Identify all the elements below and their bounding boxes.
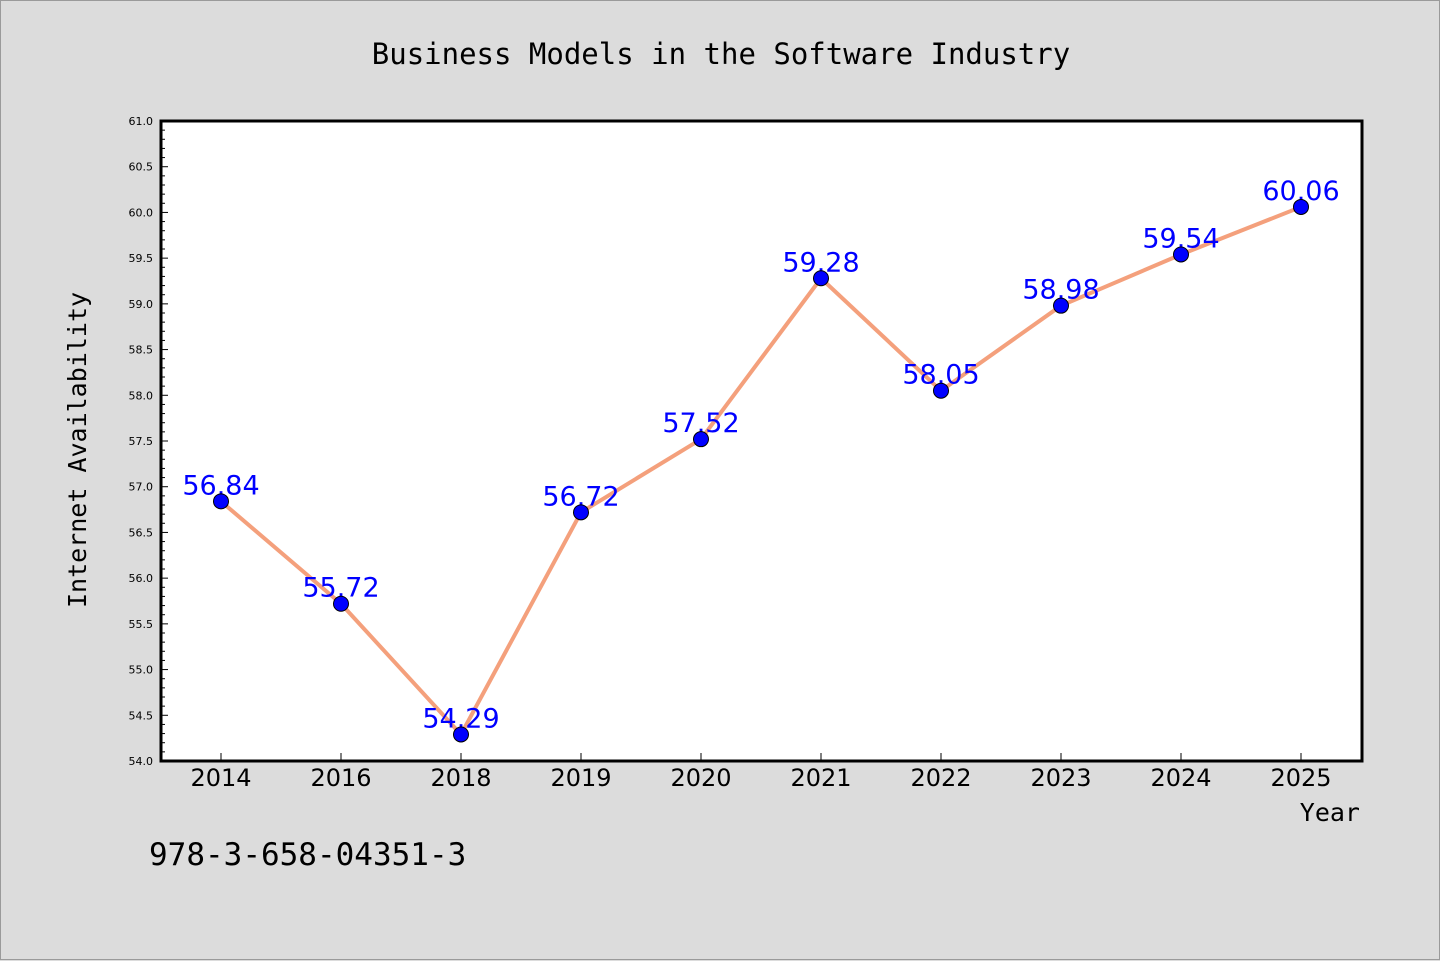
y-tick-label: 57.0 [129, 481, 154, 494]
data-point [213, 493, 229, 510]
y-tick-label: 56.0 [129, 572, 154, 585]
x-tick-label: 2021 [790, 764, 851, 792]
y-axis-title: Internet Availability [63, 292, 92, 608]
x-tick-label: 2018 [430, 764, 491, 792]
series-line [219, 205, 1302, 737]
data-point [453, 726, 469, 743]
x-tick-label: 2019 [550, 764, 611, 792]
data-point [1173, 246, 1189, 263]
data-point [1053, 297, 1069, 314]
y-tick-label: 59.0 [129, 298, 154, 311]
data-point [813, 270, 829, 287]
y-tick-label: 60.0 [129, 206, 154, 219]
x-tick-label: 2024 [1150, 764, 1211, 792]
y-tick-label: 59.5 [129, 252, 154, 265]
y-axis: 54.0 54.5 55.0 55.5 56.0 56.5 57.0 57.5 58.0 58.5… [129, 115, 168, 768]
data-point [933, 382, 949, 399]
y-tick-label: 61.0 [129, 115, 154, 128]
y-tick-label: 57.5 [129, 435, 154, 448]
data-point [333, 595, 349, 612]
x-axis: 2014 2016 2018 2019 2020 2021 2022 2023 2024 2025 [190, 753, 1332, 792]
x-tick-label: 2016 [310, 764, 371, 792]
data-markers [213, 198, 1309, 743]
x-tick-label: 2014 [190, 764, 251, 792]
isbn-text: 978-3-658-04351-3 [149, 837, 466, 873]
y-tick-label: 58.0 [129, 389, 154, 402]
y-tick-label: 54.0 [129, 755, 154, 768]
x-tick-label: 2025 [1270, 764, 1331, 792]
y-tick-label: 54.5 [129, 709, 154, 722]
chart-title: Business Models in the Software Industry [372, 37, 1070, 71]
x-tick-label: 2020 [670, 764, 731, 792]
x-tick-label: 2022 [910, 764, 971, 792]
data-point [693, 431, 709, 448]
y-tick-label: 60.5 [129, 161, 154, 174]
data-point [1293, 198, 1309, 215]
data-point [573, 504, 589, 521]
x-tick-label: 2023 [1030, 764, 1091, 792]
y-tick-label: 56.5 [129, 526, 154, 539]
plot-area [159, 119, 1364, 763]
y-tick-label: 55.5 [129, 618, 154, 631]
y-tick-label: 58.5 [129, 344, 154, 357]
y-tick-label: 55.0 [129, 664, 154, 677]
x-axis-title: Year [1300, 798, 1360, 827]
